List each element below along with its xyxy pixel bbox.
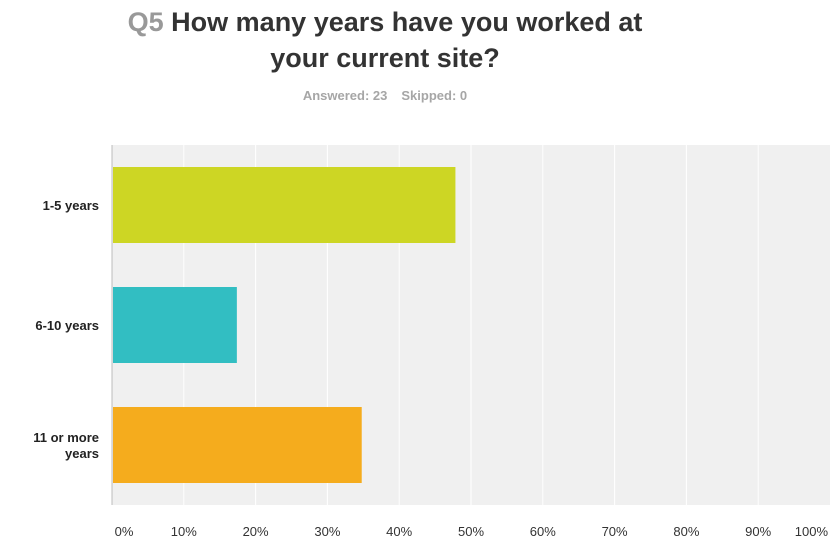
x-tick-label: 100% (795, 524, 829, 539)
question-text-line1: How many years have you worked at (171, 7, 643, 37)
x-tick-label: 10% (171, 524, 197, 539)
bar (113, 167, 456, 243)
x-tick-label: 70% (602, 524, 628, 539)
x-tick-label: 90% (745, 524, 771, 539)
x-tick-label: 20% (243, 524, 269, 539)
answered-count: Answered: 23 (302, 88, 388, 103)
x-tick-label: 0% (115, 524, 134, 539)
bar (113, 407, 362, 483)
x-tick-labels: 0% 10% 20% 30% 40% 50% 60% 70% 80% 90% 100% (115, 524, 829, 539)
category-label: 1-5 years (43, 198, 99, 213)
skipped-count: Skipped: 0 (401, 88, 468, 103)
x-tick-label: 60% (530, 524, 556, 539)
x-tick-label: 50% (458, 524, 484, 539)
question-number: Q5 (127, 7, 164, 37)
question-text-line2: your current site? (270, 43, 500, 73)
x-tick-label: 40% (386, 524, 412, 539)
response-stats: Answered: 23 Skipped: 0 (0, 88, 770, 103)
x-tick-label: 80% (673, 524, 699, 539)
chart-title: Q5 How many years have you worked at you… (0, 4, 770, 76)
category-label: 11 or more (33, 430, 99, 445)
category-label: years (65, 446, 99, 461)
chart-header: Q5 How many years have you worked at you… (0, 4, 770, 103)
category-label: 6-10 years (35, 318, 99, 333)
x-tick-label: 30% (314, 524, 340, 539)
bar (113, 287, 237, 363)
bars (113, 167, 456, 483)
